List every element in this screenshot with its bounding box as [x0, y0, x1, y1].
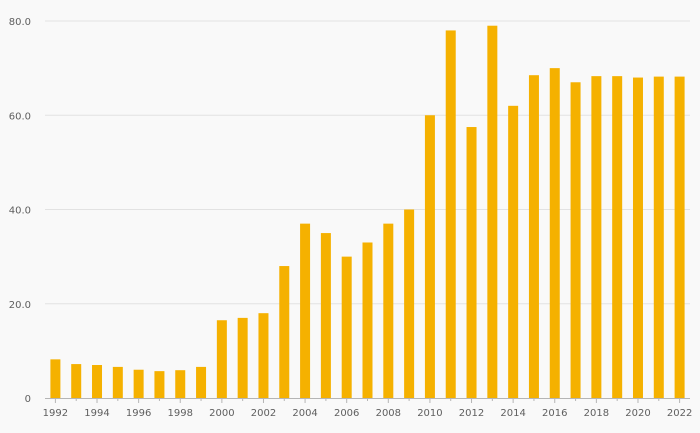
- bar-2022: [674, 76, 685, 399]
- bar-2016: [549, 68, 560, 398]
- x-tick-label: 2022: [667, 408, 692, 419]
- x-tick-label: 2010: [417, 408, 442, 419]
- x-tick-label: 1992: [43, 408, 68, 419]
- y-tick-label: 40.0: [9, 206, 31, 217]
- x-tick-label: 2014: [500, 408, 525, 419]
- x-tick-label: 2006: [334, 408, 359, 419]
- x-tick-label: 1994: [84, 408, 109, 419]
- bars: [50, 25, 685, 399]
- bar-2000: [216, 320, 227, 398]
- bar-2005: [320, 233, 331, 398]
- x-tick-label: 2004: [292, 408, 317, 419]
- bar-1994: [92, 365, 103, 398]
- bar-2013: [487, 25, 498, 399]
- x-tick-label: 2002: [251, 408, 276, 419]
- bar-1997: [154, 371, 165, 398]
- x-tick-label: 2012: [459, 408, 484, 419]
- bar-2020: [632, 77, 643, 399]
- x-axis-labels: 1992 1994 1996 1998 2000 2002 2004 2006 2008 2010…: [43, 408, 693, 419]
- bar-2011: [445, 30, 456, 399]
- x-tick-label: 1998: [168, 408, 193, 419]
- x-tick-label: 2008: [376, 408, 401, 419]
- bar-2021: [653, 76, 664, 399]
- bar-1992: [50, 359, 61, 398]
- bar-2007: [362, 242, 373, 398]
- bar-1999: [196, 366, 207, 398]
- bar-2017: [570, 82, 581, 398]
- bar-2019: [612, 76, 623, 398]
- bar-2004: [300, 223, 311, 398]
- bar-2003: [279, 266, 290, 398]
- bar-1995: [112, 366, 123, 398]
- x-tick-label: 2016: [542, 408, 567, 419]
- bar-1993: [71, 364, 82, 398]
- y-tick-label: 80.0: [9, 17, 31, 28]
- x-axis: [45, 398, 690, 403]
- bar-2009: [404, 209, 415, 398]
- y-axis-labels: 0 20.0 40.0 60.0 80.0: [9, 17, 31, 405]
- bar-2010: [424, 115, 435, 398]
- bar-1998: [175, 370, 186, 398]
- bar-2006: [341, 256, 352, 398]
- bar-2014: [508, 105, 519, 398]
- y-tick-label: 0: [25, 394, 31, 405]
- x-tick-label: 2018: [584, 408, 609, 419]
- bar-2008: [383, 223, 394, 398]
- bar-2001: [237, 317, 248, 398]
- y-tick-label: 20.0: [9, 300, 31, 311]
- bar-2012: [466, 127, 477, 398]
- bar-2015: [528, 75, 539, 398]
- x-tick-label: 2020: [625, 408, 650, 419]
- x-tick-label: 2000: [209, 408, 234, 419]
- y-tick-label: 60.0: [9, 111, 31, 122]
- bar-2002: [258, 313, 269, 398]
- bar-2018: [591, 76, 602, 398]
- x-tick-label: 1996: [126, 408, 151, 419]
- bar-1996: [133, 369, 144, 398]
